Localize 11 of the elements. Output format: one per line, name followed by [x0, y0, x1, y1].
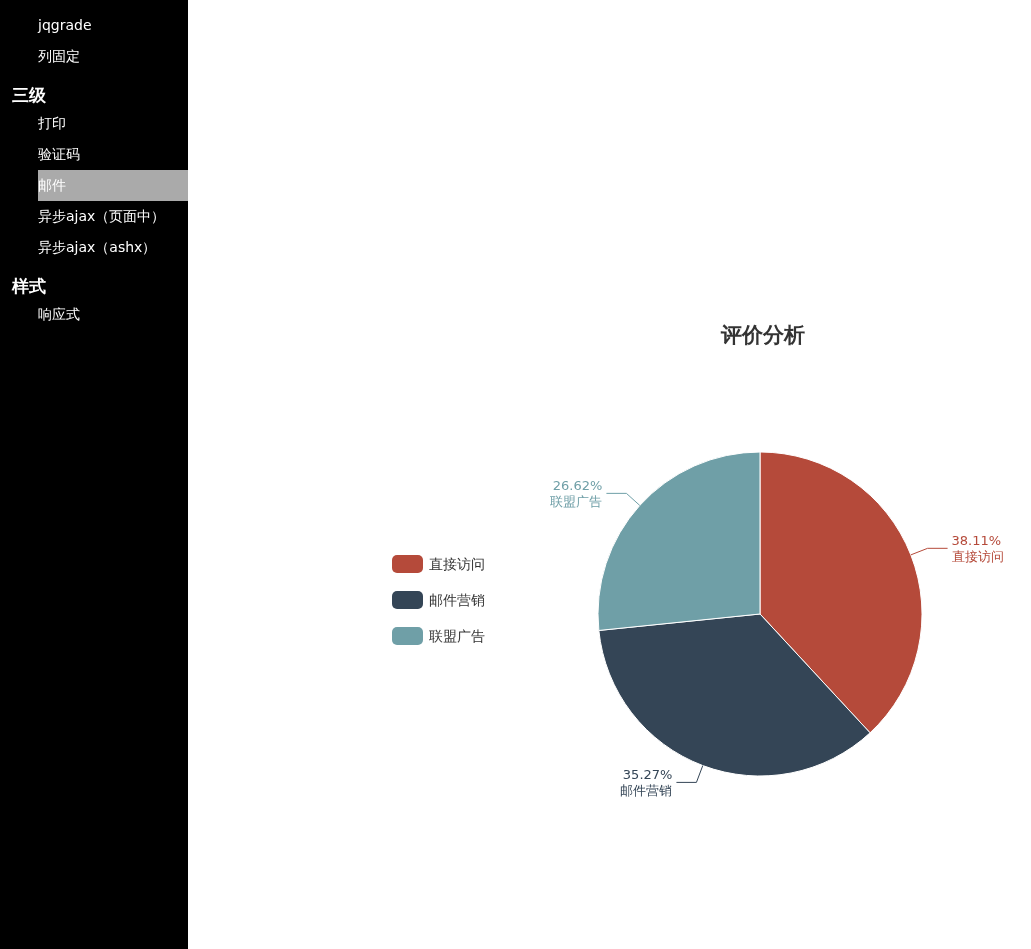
legend-label: 联盟广告: [429, 628, 485, 644]
slice-label: 直接访问: [951, 549, 1004, 565]
data-label: 35.27%: [622, 767, 673, 783]
slice-label: 邮件营销: [620, 783, 673, 799]
legend-label: 直接访问: [429, 556, 485, 572]
chart-title: 评价分析: [720, 323, 805, 347]
legend-label: 邮件营销: [429, 592, 485, 608]
data-label: 38.11%: [951, 533, 1002, 549]
data-label: 26.62%: [552, 478, 603, 494]
slice-label: 联盟广告: [550, 494, 603, 510]
sidebar: jqgrade 列固定 三级 打印 验证码 邮件 异步ajax（页面中） 异步ajax（ashx） 样式 响应式: [0, 0, 188, 949]
